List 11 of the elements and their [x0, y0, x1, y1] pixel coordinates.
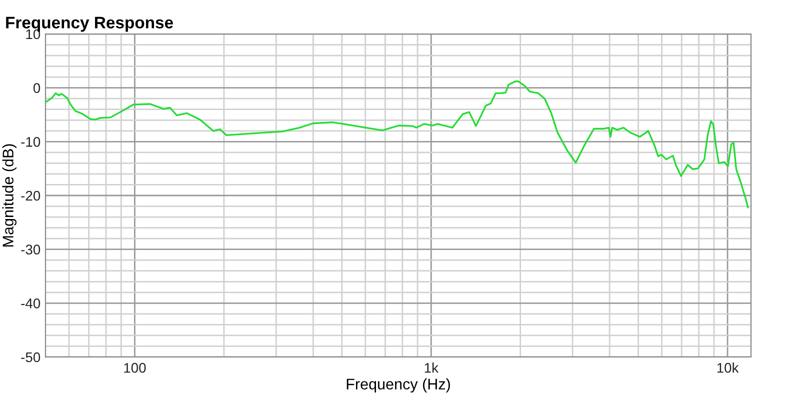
- y-axis-title: Magnitude (dB): [2, 144, 16, 246]
- y-tick-label: -20: [21, 190, 40, 201]
- x-axis-title: Frequency (Hz): [346, 378, 450, 393]
- x-tick-label: 1k: [424, 362, 438, 373]
- x-tick-label: 100: [124, 362, 146, 373]
- y-tick-label: -10: [21, 137, 40, 147]
- y-tick-label: -40: [21, 298, 40, 308]
- y-tick-label: 0: [33, 83, 40, 94]
- y-tick-label: -50: [21, 352, 40, 362]
- x-tick-label: 10k: [717, 362, 739, 373]
- y-tick-label: -30: [21, 244, 40, 255]
